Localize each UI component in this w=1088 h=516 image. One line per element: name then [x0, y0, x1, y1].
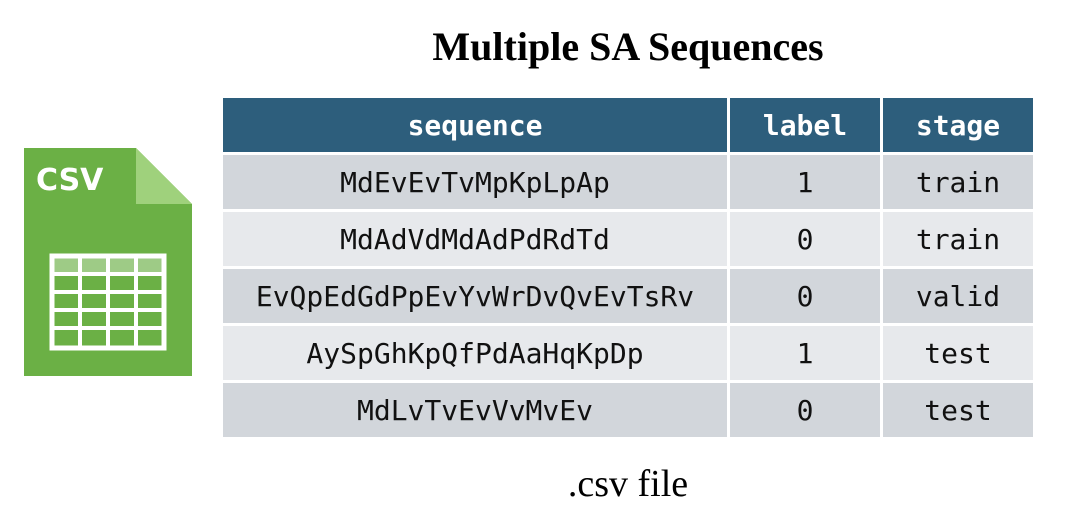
cell-sequence: EvQpEdGdPpEvYvWrDvQvEvTsRv — [223, 269, 727, 323]
csv-icon-label: CSV — [36, 163, 104, 198]
csv-file-icon: CSV — [24, 148, 192, 376]
diagram-title: Multiple SA Sequences — [432, 24, 824, 69]
cell-sequence: AySpGhKpQfPdAaHqKpDp — [223, 326, 727, 380]
header-label: label — [730, 98, 880, 152]
cell-stage: train — [883, 212, 1033, 266]
cell-stage: test — [883, 326, 1033, 380]
cell-label: 1 — [730, 326, 880, 380]
cell-sequence: MdEvEvTvMpKpLpAp — [223, 155, 727, 209]
header-sequence: sequence — [223, 98, 727, 152]
cell-sequence: MdLvTvEvVvMvEv — [223, 383, 727, 437]
cell-label: 0 — [730, 212, 880, 266]
cell-stage: valid — [883, 269, 1033, 323]
csv-table: sequence label stage MdEvEvTvMpKpLpAp 1 … — [223, 98, 1033, 437]
cell-stage: test — [883, 383, 1033, 437]
cell-label: 1 — [730, 155, 880, 209]
header-stage: stage — [883, 98, 1033, 152]
cell-sequence: MdAdVdMdAdPdRdTd — [223, 212, 727, 266]
cell-label: 0 — [730, 269, 880, 323]
cell-label: 0 — [730, 383, 880, 437]
cell-stage: train — [883, 155, 1033, 209]
file-caption: .csv file — [567, 463, 689, 505]
